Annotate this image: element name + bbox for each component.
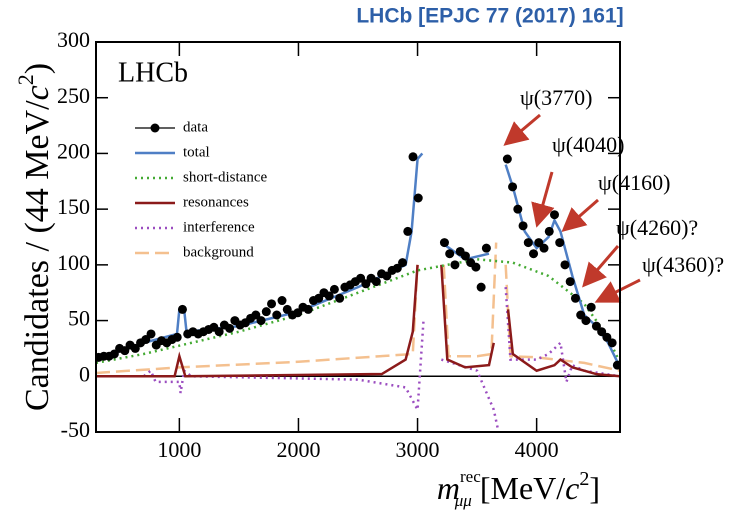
data-point [398, 258, 408, 268]
annotation: ψ(4260)? [616, 215, 698, 240]
data-point [324, 291, 334, 301]
data-point [177, 304, 187, 314]
y-tick-label: 250 [57, 83, 90, 108]
y-label-part: 2 [13, 74, 38, 85]
data-point [225, 323, 235, 333]
legend-label: background [183, 244, 254, 260]
data-point [550, 210, 559, 220]
data-point [539, 243, 549, 253]
data-point [267, 299, 277, 309]
series-line [440, 358, 500, 432]
x-tick-label: 4000 [515, 437, 559, 462]
data-point [523, 238, 533, 248]
series-line [506, 309, 620, 378]
series-line [96, 264, 419, 378]
data-point [445, 249, 455, 259]
x-label-part: rec [460, 467, 481, 486]
legend-label: total [183, 144, 210, 160]
data-point [508, 182, 518, 192]
data-point [607, 338, 617, 348]
x-label-part: c [565, 470, 579, 506]
data-point [586, 302, 596, 312]
legend-label: interference [183, 219, 255, 235]
annotation: ψ(4360)? [642, 252, 724, 277]
data-point [570, 293, 580, 303]
x-label-part: μμ [454, 491, 472, 510]
annotation: ψ(4040) [552, 132, 624, 157]
x-label-part: ] [589, 470, 600, 506]
y-tick-label: 200 [57, 138, 90, 163]
data-point [581, 316, 591, 326]
data-point [329, 284, 339, 294]
data-point [335, 293, 345, 303]
annotation: ψ(3770) [520, 85, 592, 110]
data-point [272, 310, 282, 320]
legend-swatch [150, 123, 160, 133]
legend-label: data [183, 119, 208, 135]
data-point [502, 154, 512, 164]
data-point [303, 304, 313, 314]
data-point [214, 327, 224, 337]
series-line [96, 320, 425, 415]
data-point [146, 329, 156, 339]
plot-area [96, 152, 620, 432]
data-point [450, 260, 460, 270]
data-point [408, 152, 418, 162]
y-tick-label: -50 [61, 417, 90, 442]
x-tick-label: 2000 [276, 437, 320, 462]
data-point [518, 221, 528, 231]
data-point [371, 277, 381, 287]
chart-title: LHCb [EPJC 77 (2017) 161] [356, 5, 623, 28]
data-point [277, 296, 287, 306]
data-point [555, 238, 565, 248]
x-tick-label: 3000 [396, 437, 440, 462]
legend-label: short-distance [183, 169, 267, 185]
y-tick-label: 0 [79, 361, 90, 386]
data-point [261, 307, 271, 317]
data-point [565, 277, 575, 287]
data-point [439, 238, 449, 248]
series-line [96, 258, 620, 365]
data-point [513, 204, 523, 214]
data-point [560, 260, 570, 270]
data-point [529, 249, 539, 259]
x-label-part: [MeV/ [472, 470, 565, 506]
data-point [544, 226, 554, 236]
x-label-part: 2 [579, 468, 589, 490]
data-point [481, 243, 491, 253]
experiment-label: LHCb [118, 57, 188, 88]
legend-label: resonances [183, 194, 249, 210]
series-line [504, 264, 620, 372]
data-point [413, 193, 423, 203]
plot-frame [95, 41, 621, 433]
x-tick-label: 1000 [157, 437, 201, 462]
data-point [256, 316, 266, 326]
y-tick-label: 50 [68, 306, 90, 331]
data-point [471, 262, 481, 272]
y-label-part: Candidates / (44 MeV/ [19, 100, 56, 411]
annotation: ψ(4160) [598, 170, 670, 195]
data-point [476, 282, 486, 292]
y-tick-label: 150 [57, 194, 90, 219]
data-point [172, 332, 182, 342]
y-label-part: c [19, 85, 56, 100]
x-axis-label: mrec μμ [MeV/c2] [437, 467, 600, 510]
data-point [403, 226, 413, 236]
series-line [442, 242, 498, 358]
y-tick-label: 300 [57, 27, 90, 52]
series-line [440, 264, 495, 369]
data-point [612, 360, 620, 370]
y-label-part: ) [19, 63, 56, 74]
data-point [460, 251, 470, 261]
y-axis-label: Candidates / (44 MeV/c2) [13, 63, 56, 411]
y-tick-label: 100 [57, 250, 90, 275]
x-label-part: m [437, 470, 460, 506]
